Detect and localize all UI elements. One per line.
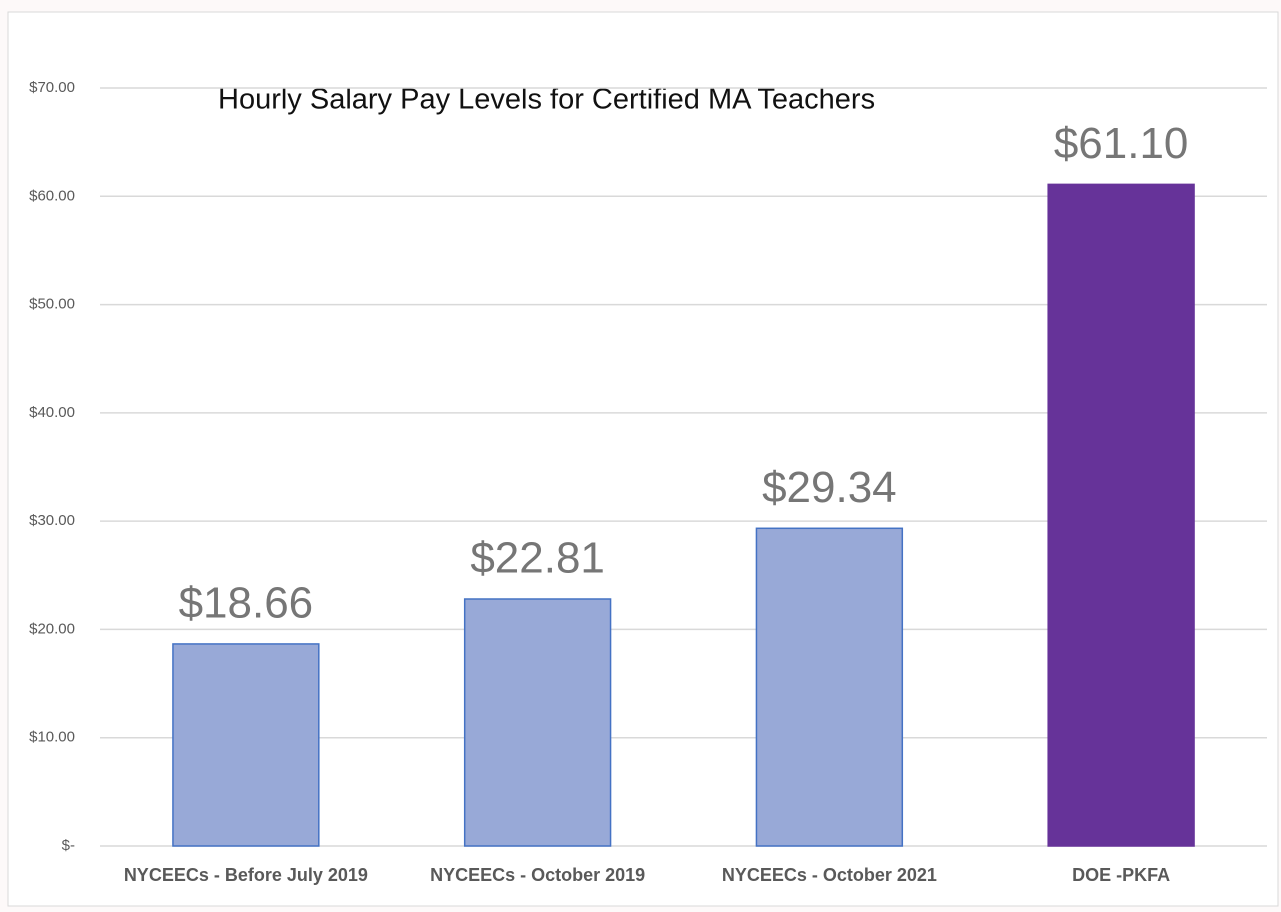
x-tick-label: NYCEECs - Before July 2019	[124, 865, 368, 885]
x-tick-label: NYCEECs - October 2021	[722, 865, 937, 885]
y-tick-label: $40.00	[29, 404, 75, 421]
y-tick-label: $-	[62, 837, 75, 854]
y-tick-label: $10.00	[29, 729, 75, 746]
x-tick-label: DOE -PKFA	[1072, 865, 1170, 885]
y-tick-label: $20.00	[29, 620, 75, 637]
bar	[755, 527, 904, 847]
y-tick-label: $50.00	[29, 296, 75, 313]
bar	[172, 643, 320, 847]
chart-title: Hourly Salary Pay Levels for Certified M…	[218, 84, 875, 116]
y-tick-label: $60.00	[29, 187, 75, 204]
value-label: $29.34	[762, 463, 897, 512]
y-tick-label: $30.00	[29, 512, 75, 529]
value-label: $61.10	[1054, 119, 1189, 168]
bar	[1047, 183, 1195, 847]
y-tick-label: $70.00	[29, 79, 75, 96]
value-label: $18.66	[179, 579, 314, 628]
x-tick-label: NYCEECs - October 2019	[430, 865, 645, 885]
bar	[463, 598, 612, 847]
value-label: $22.81	[470, 534, 605, 583]
